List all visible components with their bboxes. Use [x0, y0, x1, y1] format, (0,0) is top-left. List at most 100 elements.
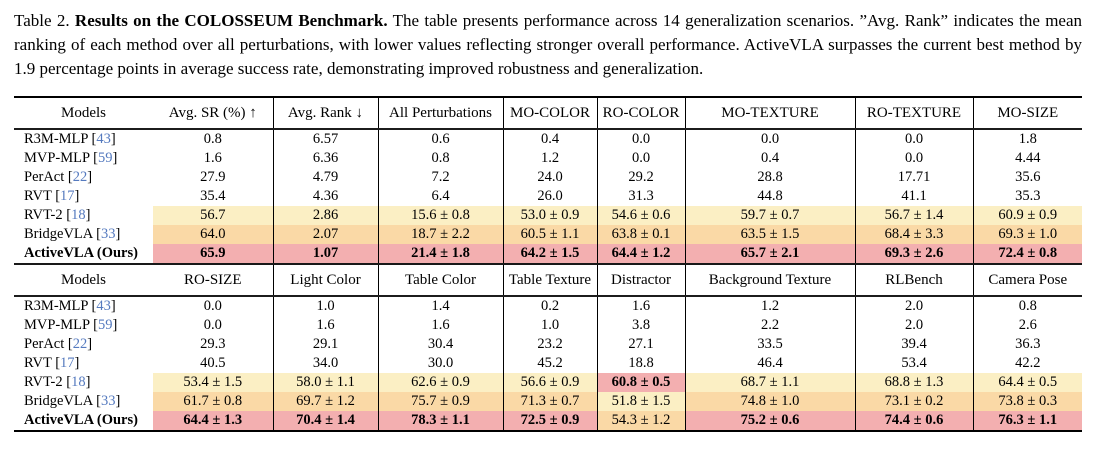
- value-cell: 29.3: [200, 336, 226, 352]
- model-name: RVT: [24, 188, 52, 204]
- value-cell: 73.8 ± 0.3: [972, 392, 1082, 411]
- model-name-cell: MVP-MLP [59]: [24, 150, 118, 166]
- value-cell: 40.5: [200, 355, 226, 371]
- value-cell: 0.0: [684, 129, 855, 149]
- value-cell: 69.3 ± 1.0: [972, 225, 1082, 244]
- table-row-bridgevla: BridgeVLA [33] 61.7 ± 0.8 69.7 ± 1.2 75.7 ±…: [14, 392, 1082, 411]
- value-cell: 53.4 ± 1.5: [153, 373, 273, 392]
- citation-link[interactable]: 18: [71, 207, 86, 223]
- citation-link[interactable]: 17: [60, 188, 75, 204]
- value-cell: 3.8: [596, 316, 685, 335]
- table-row-peract: PerAct [22] 27.9 4.79 7.2 24.0 29.2 28.8 17.71 3…: [14, 168, 1082, 187]
- model-name-cell: R3M-MLP [43]: [24, 298, 116, 314]
- value-cell: 1.6: [272, 316, 378, 335]
- column-header-mo-size: MO-SIZE: [972, 97, 1082, 130]
- table-row-activevla-ours: ActiveVLA (Ours) 64.4 ± 1.3 70.4 ± 1.4 78.3…: [14, 411, 1082, 431]
- results-table-top: Models Avg. SR (%) ↑ Avg. Rank ↓ All Pertur…: [14, 96, 1082, 263]
- model-name: RVT-2: [24, 374, 63, 390]
- value-cell: 1.0: [272, 296, 378, 316]
- value-cell: 1.6: [377, 316, 503, 335]
- citation-link[interactable]: 59: [98, 150, 113, 166]
- model-name: PerAct: [24, 169, 65, 185]
- value-cell: 70.4 ± 1.4: [272, 411, 378, 431]
- column-header-table-color: Table Color: [377, 264, 503, 297]
- value-cell: 0.6: [377, 129, 503, 149]
- column-header-light-color: Light Color: [272, 264, 378, 297]
- model-name: PerAct: [24, 336, 65, 352]
- model-name-cell: MVP-MLP [59]: [24, 317, 118, 333]
- value-cell: 53.0 ± 0.9: [502, 206, 597, 225]
- value-cell: 34.0: [272, 354, 378, 373]
- value-cell: 36.3: [972, 335, 1082, 354]
- value-cell: 64.4 ± 1.3: [153, 411, 273, 431]
- value-cell: 33.5: [684, 335, 855, 354]
- value-cell: 59.7 ± 0.7: [684, 206, 855, 225]
- value-cell: 64.4 ± 0.5: [972, 373, 1082, 392]
- column-header-mo-color: MO-COLOR: [502, 97, 597, 130]
- value-cell: 17.71: [854, 168, 973, 187]
- value-cell: 7.2: [377, 168, 503, 187]
- model-name: BridgeVLA: [24, 393, 93, 409]
- value-cell: 4.36: [272, 187, 378, 206]
- value-cell: 54.6 ± 0.6: [596, 206, 685, 225]
- model-name: ActiveVLA (Ours): [24, 245, 138, 261]
- value-cell: 1.6: [203, 150, 222, 166]
- value-cell: 6.57: [272, 129, 378, 149]
- citation-link[interactable]: 22: [72, 169, 88, 185]
- value-cell: 27.1: [596, 335, 685, 354]
- table-row-r3m-mlp: R3M-MLP [43] 0.8 6.57 0.6 0.4 0.0 0.0 0.0 1.8: [14, 129, 1082, 149]
- column-header-models: Models: [14, 97, 153, 130]
- model-name: MVP-MLP: [24, 317, 90, 333]
- column-header-rlbench: RLBench: [854, 264, 973, 297]
- value-cell: 58.0 ± 1.1: [272, 373, 378, 392]
- value-cell: 2.2: [684, 316, 855, 335]
- value-cell: 27.9: [200, 169, 226, 185]
- table-row-activevla-ours: ActiveVLA (Ours) 65.9 1.07 21.4 ± 1.8 64.2 ±…: [14, 244, 1082, 263]
- caption-label: Table 2.: [14, 11, 70, 30]
- citation-link[interactable]: 17: [60, 355, 75, 371]
- model-name-cell: RVT [17]: [24, 355, 80, 371]
- value-cell: 60.5 ± 1.1: [502, 225, 597, 244]
- model-name: ActiveVLA (Ours): [24, 412, 138, 428]
- citation-link[interactable]: 22: [72, 336, 88, 352]
- results-table-bottom: Models RO-SIZE Light Color Table Color Table…: [14, 263, 1082, 432]
- model-name: R3M-MLP: [24, 131, 88, 147]
- table-row-r3m-mlp: R3M-MLP [43] 0.0 1.0 1.4 0.2 1.6 1.2 2.0 0.8: [14, 296, 1082, 316]
- value-cell: 1.2: [684, 296, 855, 316]
- value-cell: 2.0: [854, 296, 973, 316]
- value-cell: 74.4 ± 0.6: [854, 411, 973, 431]
- value-cell: 65.7 ± 2.1: [684, 244, 855, 263]
- citation-link[interactable]: 33: [100, 226, 116, 242]
- citation-link[interactable]: 43: [96, 131, 111, 147]
- value-cell: 24.0: [502, 168, 597, 187]
- value-cell: 64.4 ± 1.2: [596, 244, 685, 263]
- value-cell: 0.0: [596, 129, 685, 149]
- citation-link[interactable]: 33: [100, 393, 116, 409]
- value-cell: 75.2 ± 0.6: [684, 411, 855, 431]
- table-row-rvt-2: RVT-2 [18] 56.7 2.86 15.6 ± 0.8 53.0 ± 0.9 54…: [14, 206, 1082, 225]
- value-cell: 41.1: [854, 187, 973, 206]
- value-cell: 0.2: [502, 296, 597, 316]
- value-cell: 0.0: [596, 149, 685, 168]
- value-cell: 71.3 ± 0.7: [502, 392, 597, 411]
- column-header-distractor: Distractor: [596, 264, 685, 297]
- model-name-cell: BridgeVLA [33]: [24, 393, 121, 409]
- caption-title: Results on the COLOSSEUM Benchmark.: [74, 11, 388, 30]
- value-cell: 21.4 ± 1.8: [377, 244, 503, 263]
- table-row-mvp-mlp: MVP-MLP [59] 0.0 1.6 1.6 1.0 3.8 2.2 2.0 2.6: [14, 316, 1082, 335]
- citation-link[interactable]: 59: [98, 317, 113, 333]
- value-cell: 63.8 ± 0.1: [596, 225, 685, 244]
- value-cell: 30.0: [377, 354, 503, 373]
- value-cell: 0.0: [854, 129, 973, 149]
- value-cell: 45.2: [502, 354, 597, 373]
- value-cell: 1.6: [596, 296, 685, 316]
- model-name: MVP-MLP: [24, 150, 90, 166]
- citation-link[interactable]: 18: [71, 374, 86, 390]
- value-cell: 44.8: [684, 187, 855, 206]
- table-row-peract: PerAct [22] 29.3 29.1 30.4 23.2 27.1 33.5 39.4 3…: [14, 335, 1082, 354]
- value-cell: 31.3: [596, 187, 685, 206]
- value-cell: 60.8 ± 0.5: [596, 373, 685, 392]
- citation-link[interactable]: 43: [96, 298, 111, 314]
- value-cell: 75.7 ± 0.9: [377, 392, 503, 411]
- value-cell: 56.7: [153, 206, 273, 225]
